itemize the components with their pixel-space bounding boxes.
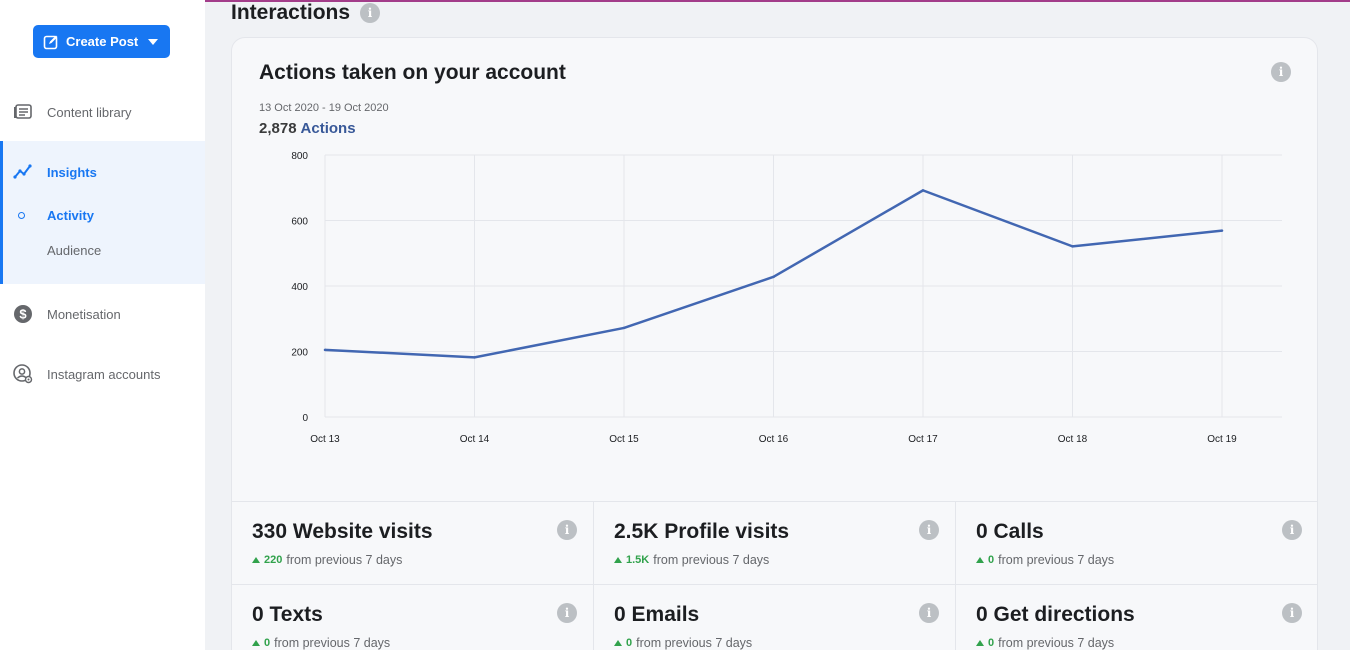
sidebar-item-activity[interactable]: Activity — [0, 197, 205, 233]
sidebar: Create Post Content library Insights Act… — [0, 0, 205, 650]
total-value: 2,878 — [259, 120, 297, 137]
stat-change: 0 from previous 7 days — [976, 553, 1114, 567]
info-icon[interactable]: i — [360, 3, 381, 23]
stat-tile: 0 Get directions i 0 from previous 7 days — [956, 585, 1318, 650]
stat-title: 0 Texts — [252, 603, 323, 626]
stat-change: 1.5K from previous 7 days — [614, 553, 769, 567]
dollar-icon: $ — [12, 303, 34, 325]
svg-text:$: $ — [19, 307, 27, 322]
sidebar-item-audience[interactable]: Audience — [0, 232, 205, 268]
insights-group — [0, 141, 205, 284]
sidebar-item-label: Audience — [47, 242, 102, 258]
sidebar-item-monetisation[interactable]: $ Monetisation — [0, 296, 205, 332]
stat-suffix: from previous 7 days — [998, 553, 1115, 567]
stat-change: 220 from previous 7 days — [252, 553, 402, 567]
info-icon[interactable]: i — [919, 603, 939, 623]
create-post-label: Create Post — [66, 34, 139, 49]
stat-suffix: from previous 7 days — [998, 636, 1115, 650]
stat-tile: 330 Website visits i 220 from previous 7 da… — [232, 502, 594, 585]
stat-title: 2.5K Profile visits — [614, 520, 790, 543]
sidebar-item-label: Content library — [47, 104, 132, 120]
data-point — [1220, 229, 1224, 232]
stat-change: 0 from previous 7 days — [252, 636, 390, 650]
trend-up-icon — [976, 640, 984, 646]
data-point — [1071, 245, 1074, 248]
top-accent-line — [205, 0, 1350, 2]
info-icon[interactable]: i — [557, 520, 577, 540]
trend-up-icon — [252, 557, 260, 563]
data-point — [323, 348, 327, 352]
stat-tile: 0 Emails i 0 from previous 7 days — [594, 585, 956, 650]
stat-change: 0 from previous 7 days — [976, 636, 1114, 650]
trend-up-icon — [614, 640, 622, 646]
x-tick-label: Oct 16 — [759, 434, 789, 445]
trend-up-icon — [252, 640, 260, 646]
stat-suffix: from previous 7 days — [653, 553, 770, 567]
stat-delta: 0 — [264, 637, 271, 649]
data-point — [622, 326, 626, 330]
data-point — [921, 189, 925, 192]
create-post-button[interactable]: Create Post — [33, 25, 170, 58]
active-dot-icon — [18, 211, 25, 219]
section-title: Interactions i — [231, 0, 381, 26]
actions-card: Actions taken on your account i 13 Oct 2… — [231, 37, 1318, 650]
stat-title: 0 Emails — [614, 603, 700, 626]
sidebar-item-label: Insights — [47, 164, 97, 180]
info-icon[interactable]: i — [1282, 603, 1302, 623]
sidebar-item-insights[interactable]: Insights — [0, 154, 205, 190]
stat-tile: 2.5K Profile visits i 1.5K from previous 7 … — [594, 502, 956, 585]
sidebar-item-instagram-accounts[interactable]: Instagram accounts — [0, 356, 205, 392]
info-icon[interactable]: i — [557, 603, 577, 623]
y-tick-label: 800 — [291, 151, 308, 162]
sidebar-item-content-library[interactable]: Content library — [0, 94, 205, 130]
stat-title: 330 Website visits — [252, 520, 433, 543]
info-icon[interactable]: i — [1282, 520, 1302, 540]
stat-tile: 0 Texts i 0 from previous 7 days — [232, 585, 594, 650]
sidebar-item-label: Activity — [47, 207, 94, 223]
stat-suffix: from previous 7 days — [636, 636, 753, 650]
trend-up-icon — [976, 557, 984, 563]
section-title-text: Interactions — [231, 1, 351, 24]
x-tick-label: Oct 18 — [1058, 434, 1088, 445]
y-tick-label: 600 — [291, 217, 308, 228]
data-point — [772, 275, 775, 279]
x-tick-label: Oct 15 — [609, 434, 639, 445]
line-chart: 0 200 400 600 800 Oct 13 Oct 14 Oct 15 Oct 16 Oct… — [291, 151, 1282, 445]
insights-icon — [12, 161, 34, 183]
stat-title: 0 Get directions — [976, 603, 1135, 626]
stat-delta: 0 — [988, 554, 995, 566]
stats-grid: 330 Website visits i 220 from previous 7 da… — [232, 501, 1318, 650]
stat-change: 0 from previous 7 days — [614, 636, 752, 650]
stat-delta: 0 — [988, 637, 995, 649]
x-tick-label: Oct 14 — [460, 434, 490, 445]
data-point — [473, 356, 476, 359]
y-tick-label: 200 — [291, 348, 308, 359]
date-range: 13 Oct 2020 - 19 Oct 2020 — [259, 102, 389, 114]
x-tick-label: Oct 13 — [310, 434, 340, 445]
stat-delta: 220 — [264, 554, 283, 566]
info-icon[interactable]: i — [1271, 62, 1291, 82]
info-icon[interactable]: i — [919, 520, 939, 540]
sidebar-item-label: Monetisation — [47, 306, 121, 322]
stat-title: 0 Calls — [976, 520, 1044, 543]
stat-suffix: from previous 7 days — [274, 636, 391, 650]
stat-delta: 0 — [626, 637, 633, 649]
y-tick-label: 0 — [302, 413, 308, 424]
sidebar-item-label: Instagram accounts — [47, 366, 161, 382]
stat-suffix: from previous 7 days — [286, 553, 403, 567]
chevron-down-icon[interactable] — [148, 38, 159, 45]
content-library-icon — [12, 101, 34, 123]
stat-delta: 1.5K — [626, 554, 650, 566]
x-tick-label: Oct 19 — [1207, 434, 1237, 445]
instagram-accounts-icon — [12, 363, 34, 385]
stat-tile: 0 Calls i 0 from previous 7 days — [956, 502, 1318, 585]
total-actions: 2,878 Actions — [259, 120, 356, 137]
x-tick-label: Oct 17 — [908, 434, 938, 445]
y-tick-label: 400 — [291, 282, 308, 293]
trend-up-icon — [614, 557, 622, 563]
card-title: Actions taken on your account — [259, 61, 566, 84]
total-label: Actions — [300, 120, 356, 137]
edit-icon — [43, 34, 59, 50]
